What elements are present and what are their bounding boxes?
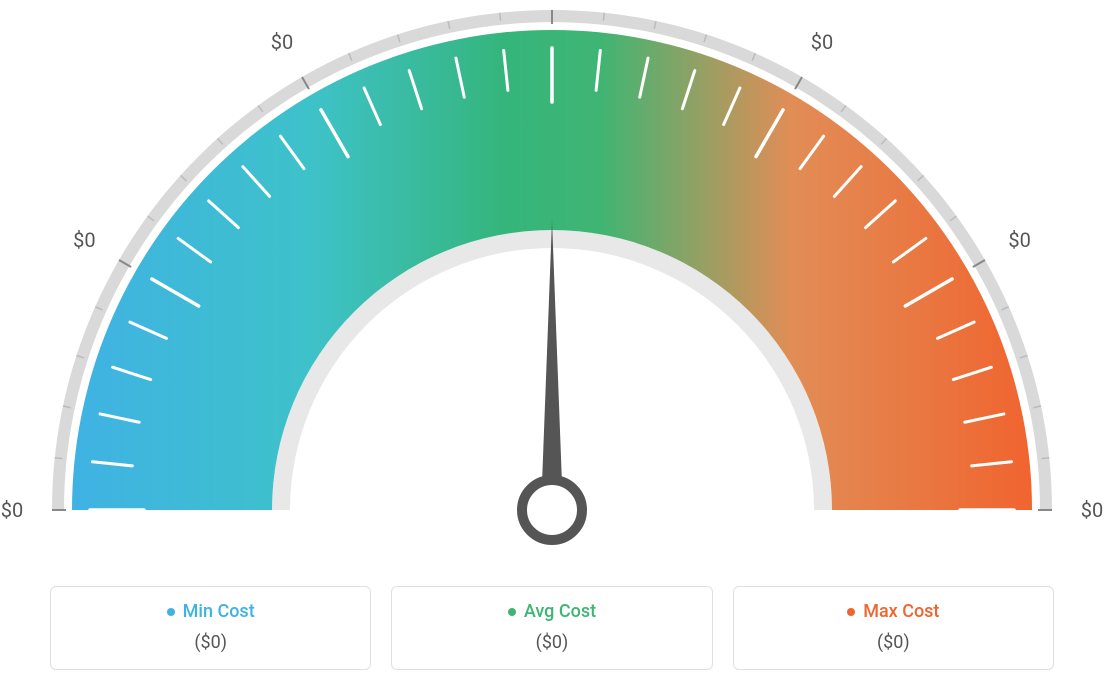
legend-card-max: Max Cost ($0) [733, 586, 1054, 671]
gauge-tick-label: $0 [1081, 498, 1103, 522]
gauge-tick-label: $0 [811, 30, 833, 54]
legend-title-min: Min Cost [167, 601, 255, 622]
gauge-tick-label: $0 [73, 228, 95, 252]
legend-dot-max [847, 608, 855, 616]
legend-title-avg: Avg Cost [508, 601, 596, 622]
gauge-chart: $0$0$0$0$0$0$0 [0, 0, 1104, 560]
gauge-tick-label: $0 [1008, 228, 1030, 252]
legend-value-min: ($0) [63, 632, 358, 653]
gauge-svg [0, 0, 1104, 560]
legend-value-max: ($0) [746, 632, 1041, 653]
gauge-tick-label: $0 [1, 498, 23, 522]
legend-card-avg: Avg Cost ($0) [391, 586, 712, 671]
legend-title-max: Max Cost [847, 601, 939, 622]
legend-dot-min [167, 608, 175, 616]
gauge-tick-label: $0 [271, 30, 293, 54]
legend-card-min: Min Cost ($0) [50, 586, 371, 671]
legend-value-avg: ($0) [404, 632, 699, 653]
legend-label-avg: Avg Cost [524, 601, 596, 622]
legend-row: Min Cost ($0) Avg Cost ($0) Max Cost ($0… [50, 586, 1054, 671]
legend-label-max: Max Cost [863, 601, 939, 622]
legend-label-min: Min Cost [183, 601, 255, 622]
legend-dot-avg [508, 608, 516, 616]
